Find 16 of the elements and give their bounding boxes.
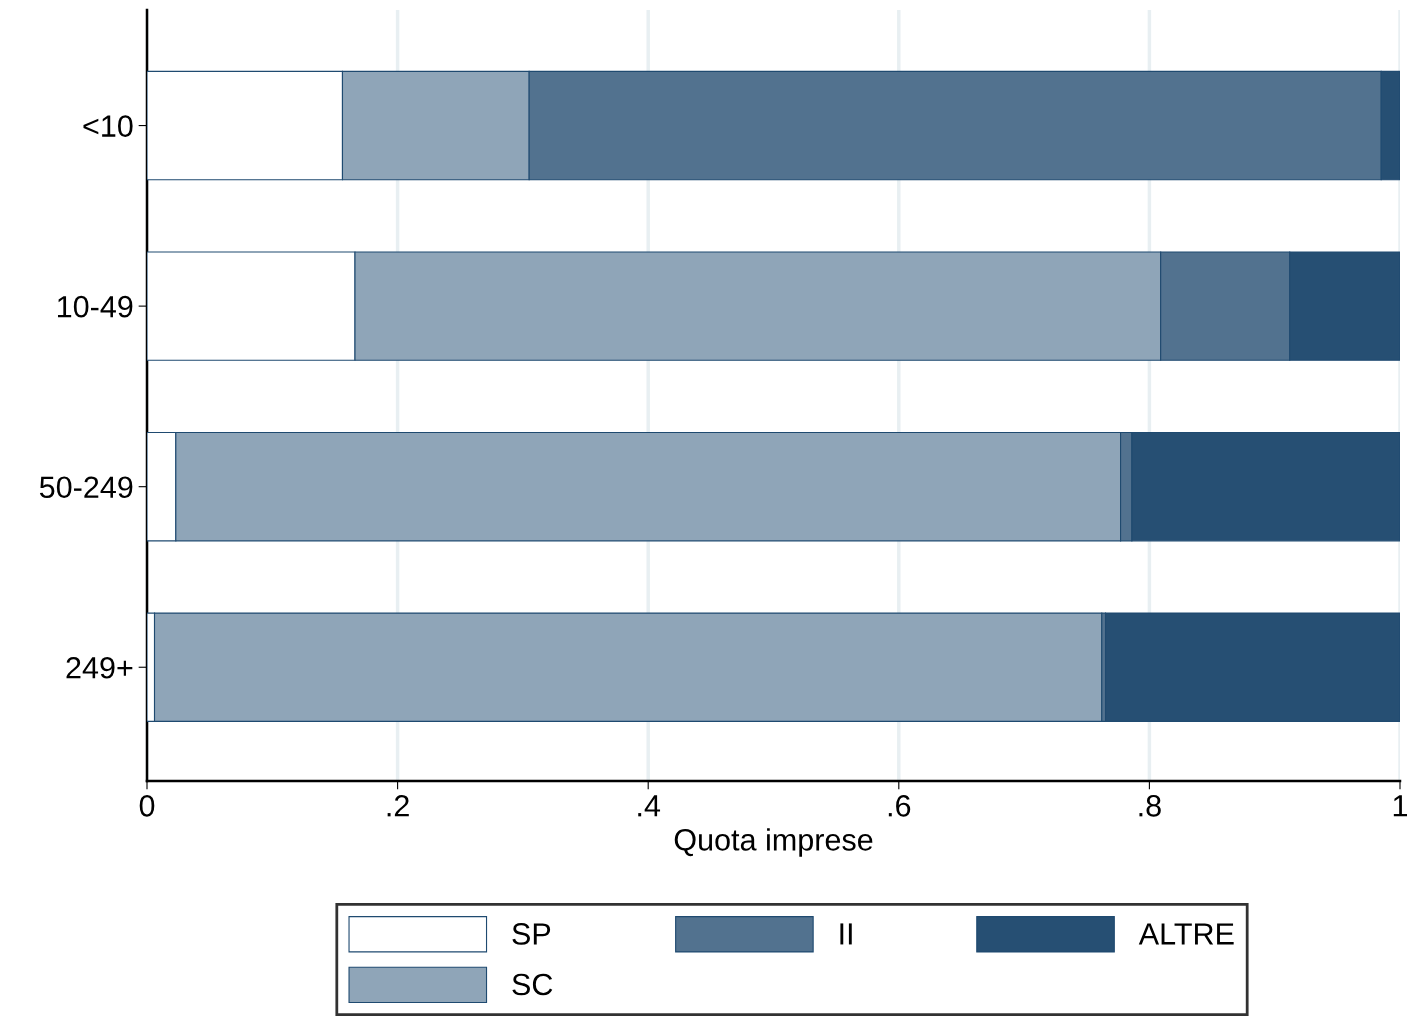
y-tick-label: 249+ — [66, 656, 133, 679]
legend-label: ALTRE — [1138, 923, 1234, 945]
x-tick-label: 1 — [1393, 795, 1408, 817]
y-tick-label: 10-49 — [57, 295, 133, 318]
legend-label: II — [840, 923, 852, 945]
x-axis-title: Quota imprese — [674, 828, 873, 857]
bar — [1104, 612, 1400, 722]
x-tick-label: .2 — [387, 795, 409, 817]
x-tick-label: .4 — [638, 795, 661, 817]
y-tick-label: 50-249 — [39, 476, 133, 499]
x-tick-label: 0 — [139, 795, 155, 817]
legend-label: SP — [512, 923, 551, 945]
y-tick-label: <10 — [83, 115, 133, 137]
x-tick-label: .8 — [1139, 795, 1161, 817]
legend-label: SC — [512, 973, 553, 996]
x-tick-label: .6 — [888, 795, 911, 817]
